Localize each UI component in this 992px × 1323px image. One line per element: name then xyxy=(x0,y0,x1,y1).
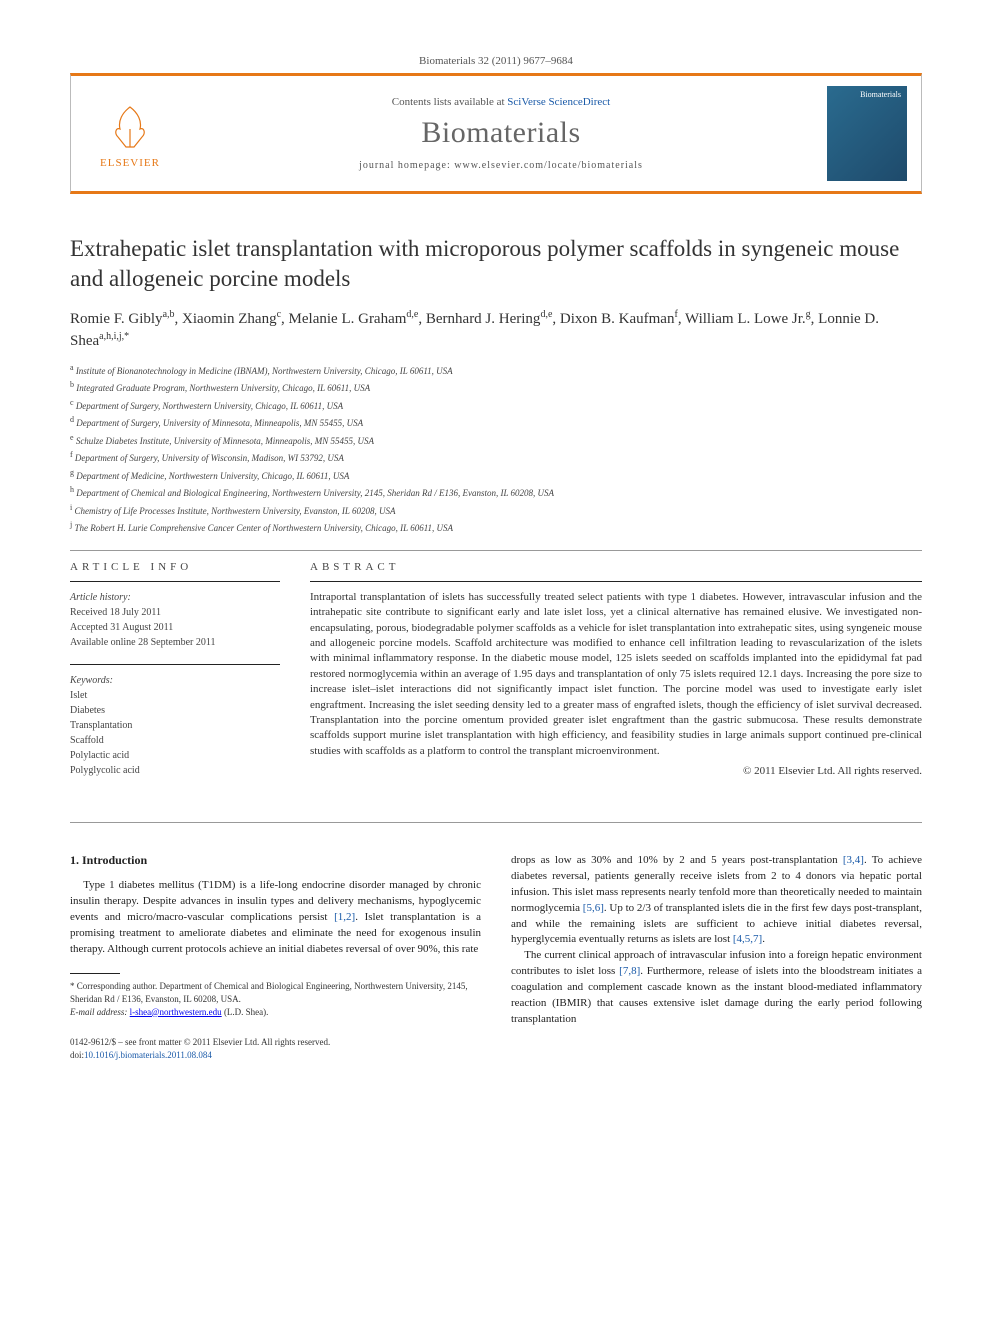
journal-title: Biomaterials xyxy=(175,116,827,150)
homepage-prefix: journal homepage: xyxy=(359,160,454,171)
email-label: E-mail address: xyxy=(70,1007,130,1017)
affiliation-item: d Department of Surgery, University of M… xyxy=(70,414,922,431)
intro-text-left: Type 1 diabetes mellitus (T1DM) is a lif… xyxy=(70,878,481,958)
doi-prefix: doi: xyxy=(70,1050,84,1060)
elsevier-tree-icon xyxy=(102,99,158,155)
ref-link[interactable]: [3,4] xyxy=(843,854,864,866)
affiliation-item: i Chemistry of Life Processes Institute,… xyxy=(70,502,922,519)
affiliation-item: b Integrated Graduate Program, Northwest… xyxy=(70,379,922,396)
body-columns: 1. Introduction Type 1 diabetes mellitus… xyxy=(70,853,922,1062)
rule xyxy=(310,581,922,582)
cover-label: Biomaterials xyxy=(860,90,901,99)
intro-text-right: drops as low as 30% and 10% by 2 and 5 y… xyxy=(511,853,922,1028)
divider xyxy=(70,550,922,551)
copyright-line: © 2011 Elsevier Ltd. All rights reserved… xyxy=(310,765,922,777)
ref-link[interactable]: [1,2] xyxy=(334,911,355,923)
sciencedirect-link[interactable]: SciVerse ScienceDirect xyxy=(507,96,610,108)
article-info-column: ARTICLE INFO Article history: Received 1… xyxy=(70,561,280,792)
rule xyxy=(70,581,280,582)
rule xyxy=(70,664,280,665)
keywords-block: Keywords: IsletDiabetesTransplantationSc… xyxy=(70,673,280,778)
corresponding-author-note: * Corresponding author. Department of Ch… xyxy=(70,980,481,1018)
affiliation-item: f Department of Surgery, University of W… xyxy=(70,449,922,466)
history-received: Received 18 July 2011 xyxy=(70,607,161,618)
divider xyxy=(70,822,922,823)
abstract-column: ABSTRACT Intraportal transplantation of … xyxy=(310,561,922,792)
history-accepted: Accepted 31 August 2011 xyxy=(70,622,173,633)
homepage-url: www.elsevier.com/locate/biomaterials xyxy=(454,160,643,171)
front-matter-line: 0142-9612/$ – see front matter © 2011 El… xyxy=(70,1036,481,1049)
affiliations-list: a Institute of Bionanotechnology in Medi… xyxy=(70,362,922,536)
doi-link[interactable]: 10.1016/j.biomaterials.2011.08.084 xyxy=(84,1050,212,1060)
email-suffix: (L.D. Shea). xyxy=(222,1007,269,1017)
article-info-label: ARTICLE INFO xyxy=(70,561,280,573)
affiliation-item: e Schulze Diabetes Institute, University… xyxy=(70,432,922,449)
journal-homepage: journal homepage: www.elsevier.com/locat… xyxy=(175,160,827,171)
journal-cover-thumbnail: Biomaterials xyxy=(827,86,907,181)
author-list: Romie F. Giblya,b, Xiaomin Zhangc, Melan… xyxy=(70,308,922,352)
history-online: Available online 28 September 2011 xyxy=(70,637,216,648)
doi-line: doi:10.1016/j.biomaterials.2011.08.084 xyxy=(70,1049,481,1062)
email-link[interactable]: l-shea@northwestern.edu xyxy=(130,1007,222,1017)
ref-link[interactable]: [7,8] xyxy=(619,965,640,977)
intro-heading: 1. Introduction xyxy=(70,853,481,868)
corresponding-text: * Corresponding author. Department of Ch… xyxy=(70,980,481,1005)
affiliation-item: g Department of Medicine, Northwestern U… xyxy=(70,467,922,484)
affiliation-item: c Department of Surgery, Northwestern Un… xyxy=(70,397,922,414)
footer-meta: 0142-9612/$ – see front matter © 2011 El… xyxy=(70,1036,481,1061)
email-line: E-mail address: l-shea@northwestern.edu … xyxy=(70,1006,481,1019)
publisher-name: ELSEVIER xyxy=(85,157,175,169)
ref-link[interactable]: [4,5,7] xyxy=(733,933,762,945)
ref-link[interactable]: [5,6] xyxy=(583,902,604,914)
journal-header: ELSEVIER Contents lists available at Sci… xyxy=(70,73,922,194)
abstract-label: ABSTRACT xyxy=(310,561,922,573)
affiliation-item: h Department of Chemical and Biological … xyxy=(70,484,922,501)
history-heading: Article history: xyxy=(70,592,131,603)
info-abstract-row: ARTICLE INFO Article history: Received 1… xyxy=(70,561,922,792)
right-column: drops as low as 30% and 10% by 2 and 5 y… xyxy=(511,853,922,1062)
journal-reference: Biomaterials 32 (2011) 9677–9684 xyxy=(70,55,922,67)
article-history: Article history: Received 18 July 2011 A… xyxy=(70,590,280,650)
keywords-heading: Keywords: xyxy=(70,675,113,686)
header-center: Contents lists available at SciVerse Sci… xyxy=(175,96,827,171)
contents-available: Contents lists available at SciVerse Sci… xyxy=(175,96,827,108)
affiliation-item: j The Robert H. Lurie Comprehensive Canc… xyxy=(70,519,922,536)
contents-prefix: Contents lists available at xyxy=(392,96,507,108)
keywords-list: IsletDiabetesTransplantationScaffoldPoly… xyxy=(70,690,140,776)
paper-page: Biomaterials 32 (2011) 9677–9684 ELSEVIE… xyxy=(0,0,992,1116)
footnote-separator xyxy=(70,973,120,974)
abstract-text: Intraportal transplantation of islets ha… xyxy=(310,590,922,759)
publisher-logo: ELSEVIER xyxy=(85,99,175,169)
paper-title: Extrahepatic islet transplantation with … xyxy=(70,234,922,294)
left-column: 1. Introduction Type 1 diabetes mellitus… xyxy=(70,853,481,1062)
affiliation-item: a Institute of Bionanotechnology in Medi… xyxy=(70,362,922,379)
